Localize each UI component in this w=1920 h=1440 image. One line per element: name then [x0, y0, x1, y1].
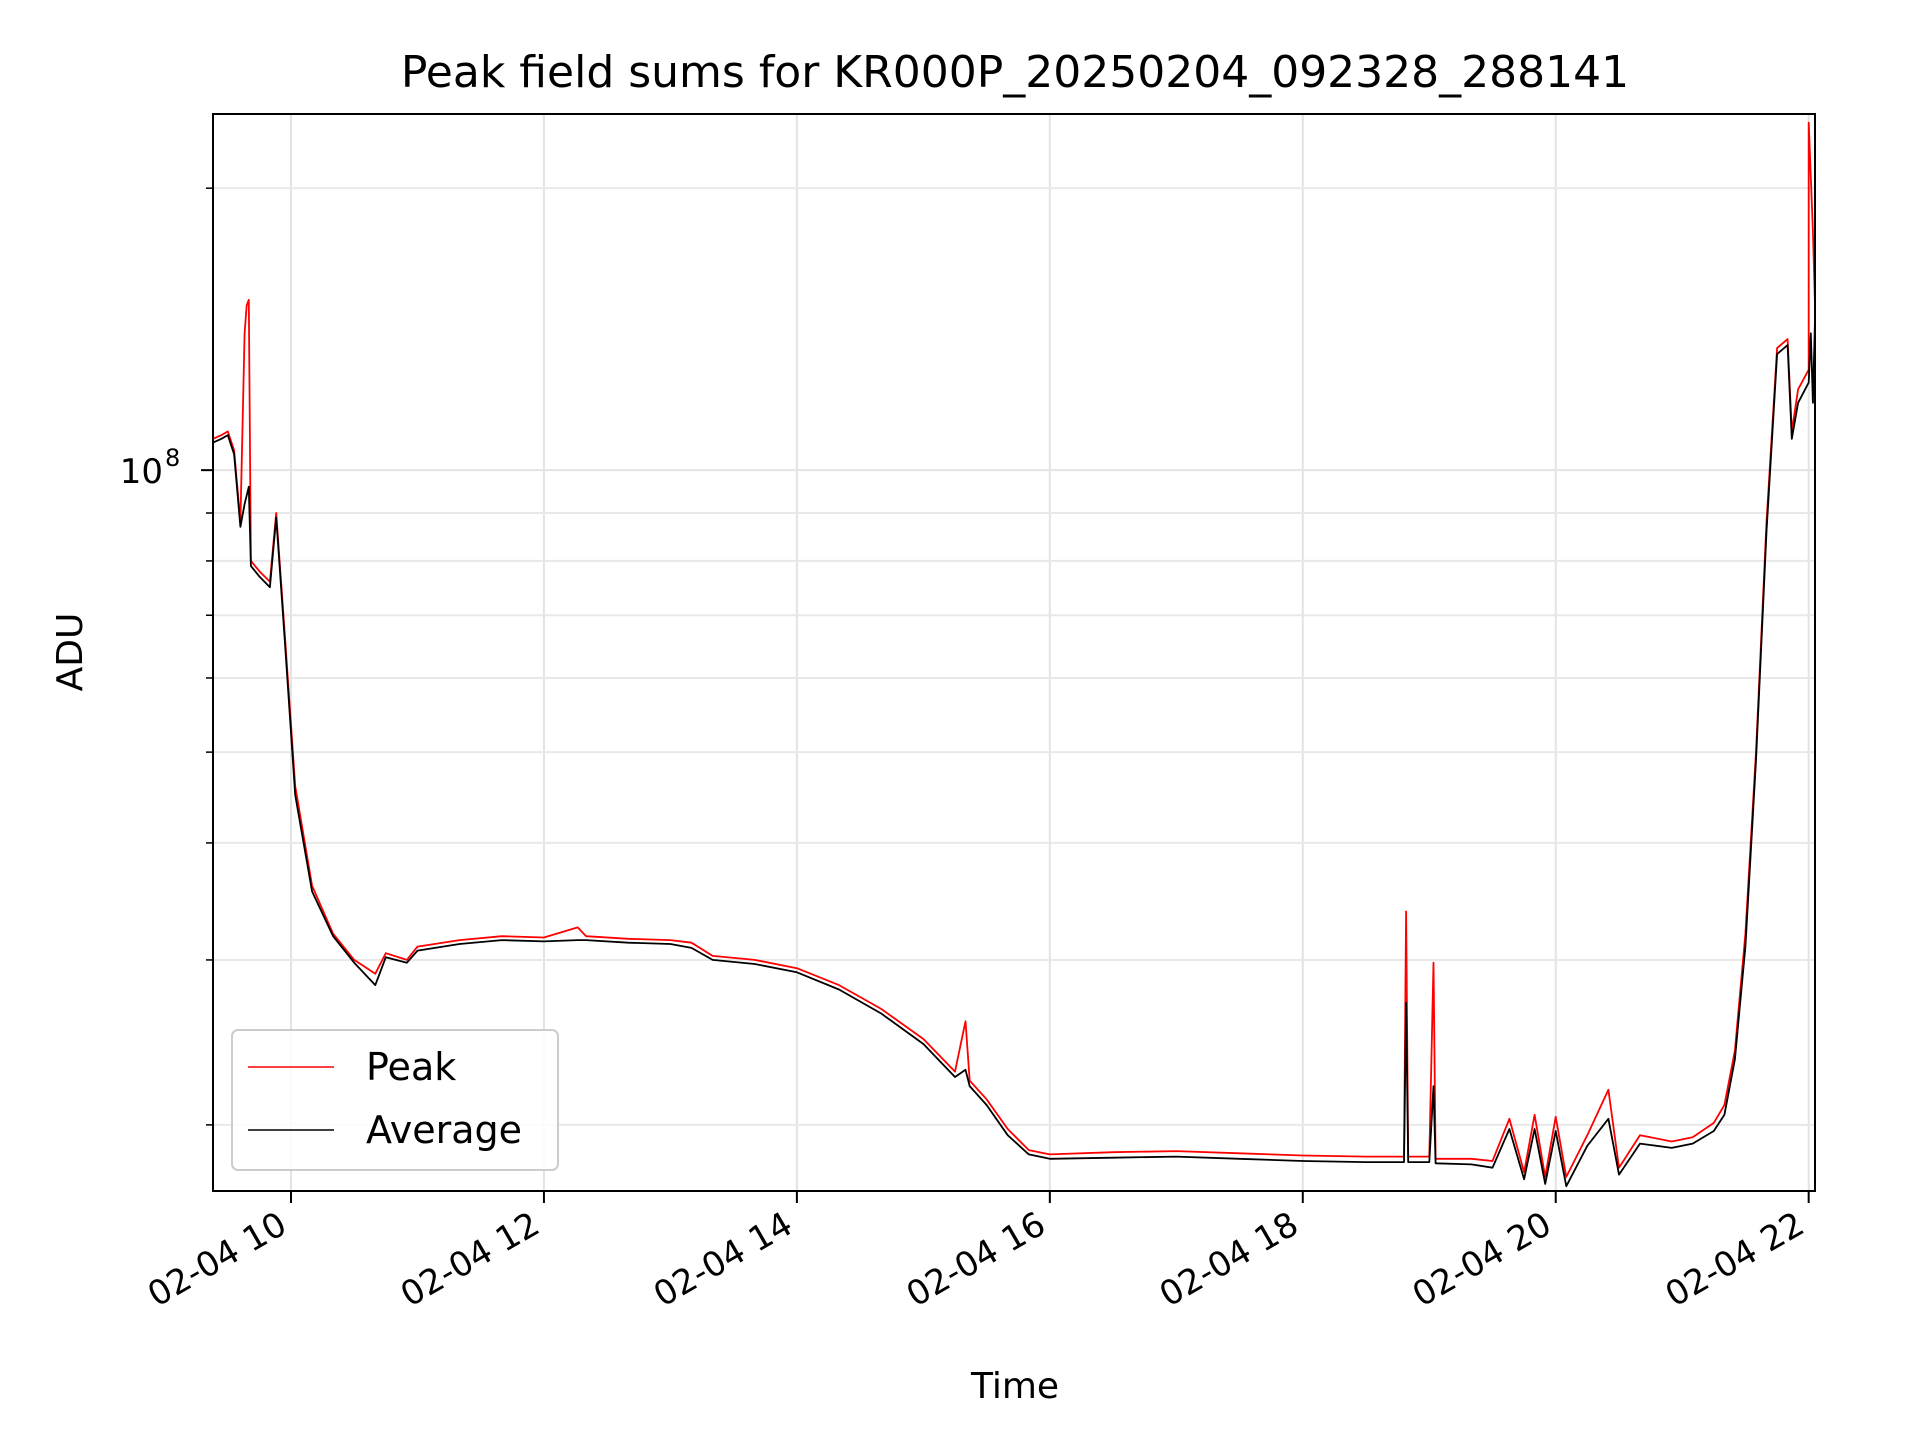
- series-line-peak: [212, 121, 1816, 1178]
- y-tick-exponent: 8: [165, 444, 180, 472]
- legend-average-label: Average: [366, 1108, 522, 1152]
- series-group: [212, 121, 1816, 1188]
- legend-peak-label: Peak: [366, 1045, 456, 1089]
- y-axis-label: ADU: [50, 613, 91, 692]
- series-line-average: [212, 318, 1816, 1188]
- legend: Peak Average: [231, 1029, 559, 1171]
- y-tick-label: 10: [120, 452, 163, 492]
- chart-title: Peak field sums for KR000P_20250204_0923…: [401, 47, 1629, 98]
- plot-frame: [212, 113, 1816, 1192]
- legend-box: [231, 1029, 559, 1171]
- grid: [213, 114, 1815, 1191]
- x-axis-label: Time: [970, 1366, 1059, 1407]
